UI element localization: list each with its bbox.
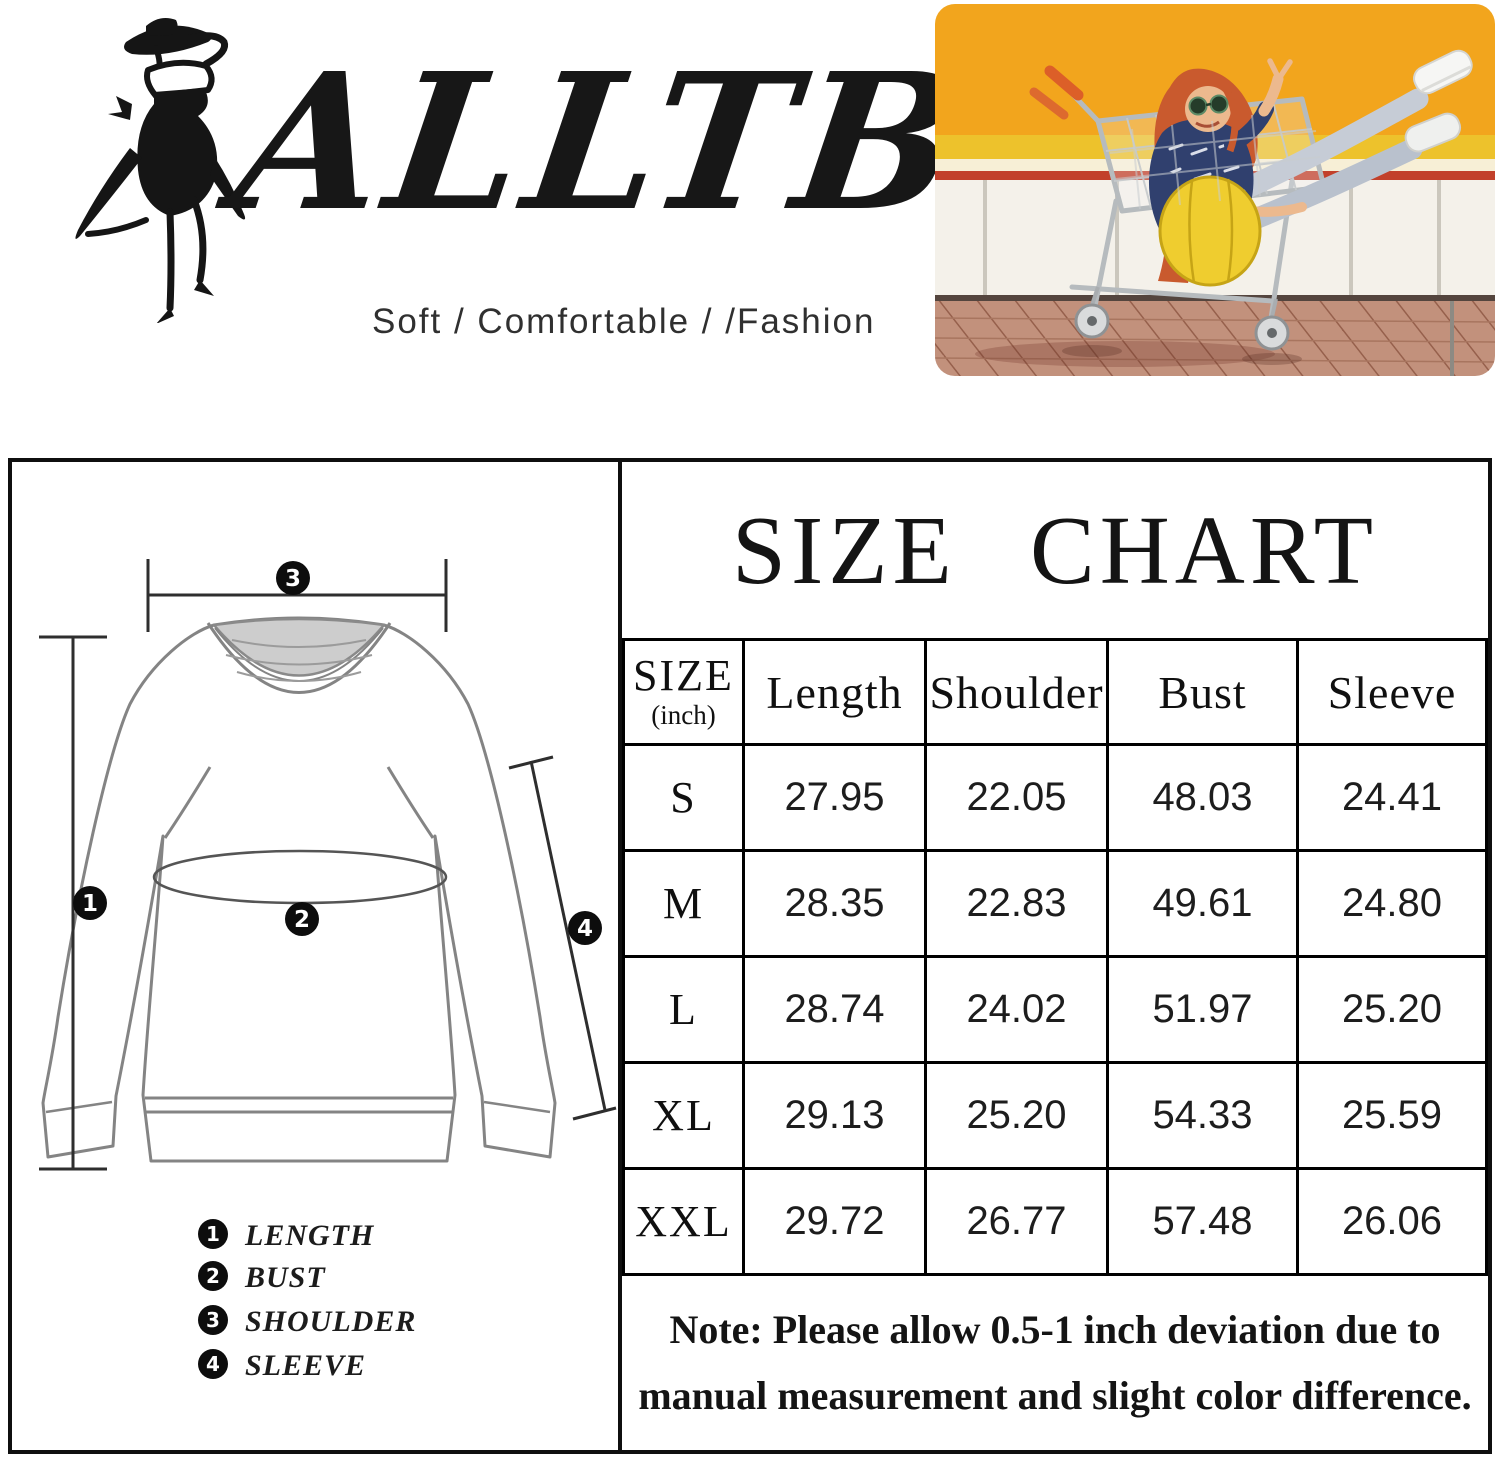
cell-length: 29.13: [742, 1061, 927, 1170]
cell-shoulder: 22.83: [924, 849, 1109, 958]
legend-num-2: 2: [206, 1264, 220, 1288]
sleeve-measure-line: [508, 755, 617, 1121]
marker-3-badge: [276, 561, 310, 595]
brand-name: ALLTB: [223, 32, 979, 253]
cell-size: M: [622, 849, 745, 958]
table-row-m: M 28.35 22.83 49.61 24.80: [622, 849, 1488, 958]
marker-1-badge: [73, 886, 107, 920]
cell-sleeve: 25.59: [1296, 1061, 1488, 1170]
table-row-xl: XL 29.13 25.20 54.33 25.59: [622, 1061, 1488, 1170]
legend-num-3: 3: [206, 1308, 220, 1332]
shoulder-measure-line: [146, 559, 448, 632]
marker-2-badge: [285, 902, 319, 936]
note-line-2: manual measurement and slight color diff…: [638, 1373, 1472, 1418]
legend-num-4: 4: [206, 1352, 220, 1376]
header-shoulder: Shoulder: [924, 638, 1109, 746]
cell-shoulder: 25.20: [924, 1061, 1109, 1170]
fashion-woman-silhouette-logo: [75, 18, 246, 323]
marker-4-badge: [568, 911, 602, 945]
cell-shoulder: 22.05: [924, 743, 1109, 852]
table-row-xxl: XXL 29.72 26.77 57.48 26.06: [622, 1167, 1488, 1276]
cell-length: 28.35: [742, 849, 927, 958]
header-size-label: SIZE: [633, 650, 734, 700]
legend-label-shoulder: SHOULDER: [245, 1305, 416, 1338]
cell-shoulder: 24.02: [924, 955, 1109, 1064]
sweater-outline: [41, 616, 557, 1163]
measurement-diagram-pane: 3 1 2 4 1 LENGTH: [12, 462, 622, 1450]
header-size-unit: (inch): [651, 699, 716, 730]
cell-length: 27.95: [742, 743, 927, 852]
marker-3: 3: [285, 566, 301, 592]
size-chart-table: SIZE (inch) Length Shoulder Bust Sleeve …: [622, 638, 1488, 1276]
size-info-panel: 3 1 2 4 1 LENGTH: [8, 458, 1492, 1454]
sweater-measurement-diagram: 3 1 2 4 1 LENGTH: [39, 559, 617, 1382]
cell-bust: 49.61: [1106, 849, 1299, 958]
cell-bust: 57.48: [1106, 1167, 1299, 1276]
legend-num-1: 1: [206, 1222, 220, 1246]
table-row-l: L 28.74 24.02 51.97 25.20: [622, 955, 1488, 1064]
header-sleeve: Sleeve: [1296, 638, 1488, 746]
marker-4: 4: [577, 916, 593, 942]
legend-label-length: LENGTH: [244, 1219, 375, 1252]
cell-size: XL: [622, 1061, 745, 1170]
header-bust: Bust: [1106, 638, 1299, 746]
cell-shoulder: 26.77: [924, 1167, 1109, 1276]
shopping-cart-photo-illustration: [935, 4, 1495, 376]
marker-2: 2: [294, 907, 310, 933]
measurement-legend: 1 LENGTH 2 BUST 3 SHOULDER 4 SLEEVE: [198, 1219, 416, 1382]
cell-sleeve: 24.80: [1296, 849, 1488, 958]
size-chart-title: SIZE CHART: [732, 496, 1378, 604]
cell-bust: 48.03: [1106, 743, 1299, 852]
note-line-1: Note: Please allow 0.5-1 inch deviation …: [669, 1307, 1441, 1352]
size-chart-pane: SIZE CHART SIZE (inch) Length Shoulder B…: [622, 462, 1488, 1450]
measurement-note: Note: Please allow 0.5-1 inch deviation …: [622, 1276, 1488, 1450]
legend-label-sleeve: SLEEVE: [245, 1349, 366, 1382]
cell-length: 28.74: [742, 955, 927, 1064]
cell-bust: 54.33: [1106, 1061, 1299, 1170]
header-length: Length: [742, 638, 927, 746]
header-size: SIZE (inch): [622, 638, 745, 746]
marker-1: 1: [82, 891, 98, 917]
cell-sleeve: 25.20: [1296, 955, 1488, 1064]
cell-size: L: [622, 955, 745, 1064]
table-header-row: SIZE (inch) Length Shoulder Bust Sleeve: [622, 638, 1488, 746]
cell-sleeve: 24.41: [1296, 743, 1488, 852]
cell-bust: 51.97: [1106, 955, 1299, 1064]
table-row-s: S 27.95 22.05 48.03 24.41: [622, 743, 1488, 852]
lifestyle-photo: [935, 4, 1495, 376]
cell-sleeve: 26.06: [1296, 1167, 1488, 1276]
brand-tagline: Soft / Comfortable / /Fashion: [372, 302, 876, 341]
legend-label-bust: BUST: [244, 1261, 326, 1294]
cell-length: 29.72: [742, 1167, 927, 1276]
cell-size: S: [622, 743, 745, 852]
cell-size: XXL: [622, 1167, 745, 1276]
